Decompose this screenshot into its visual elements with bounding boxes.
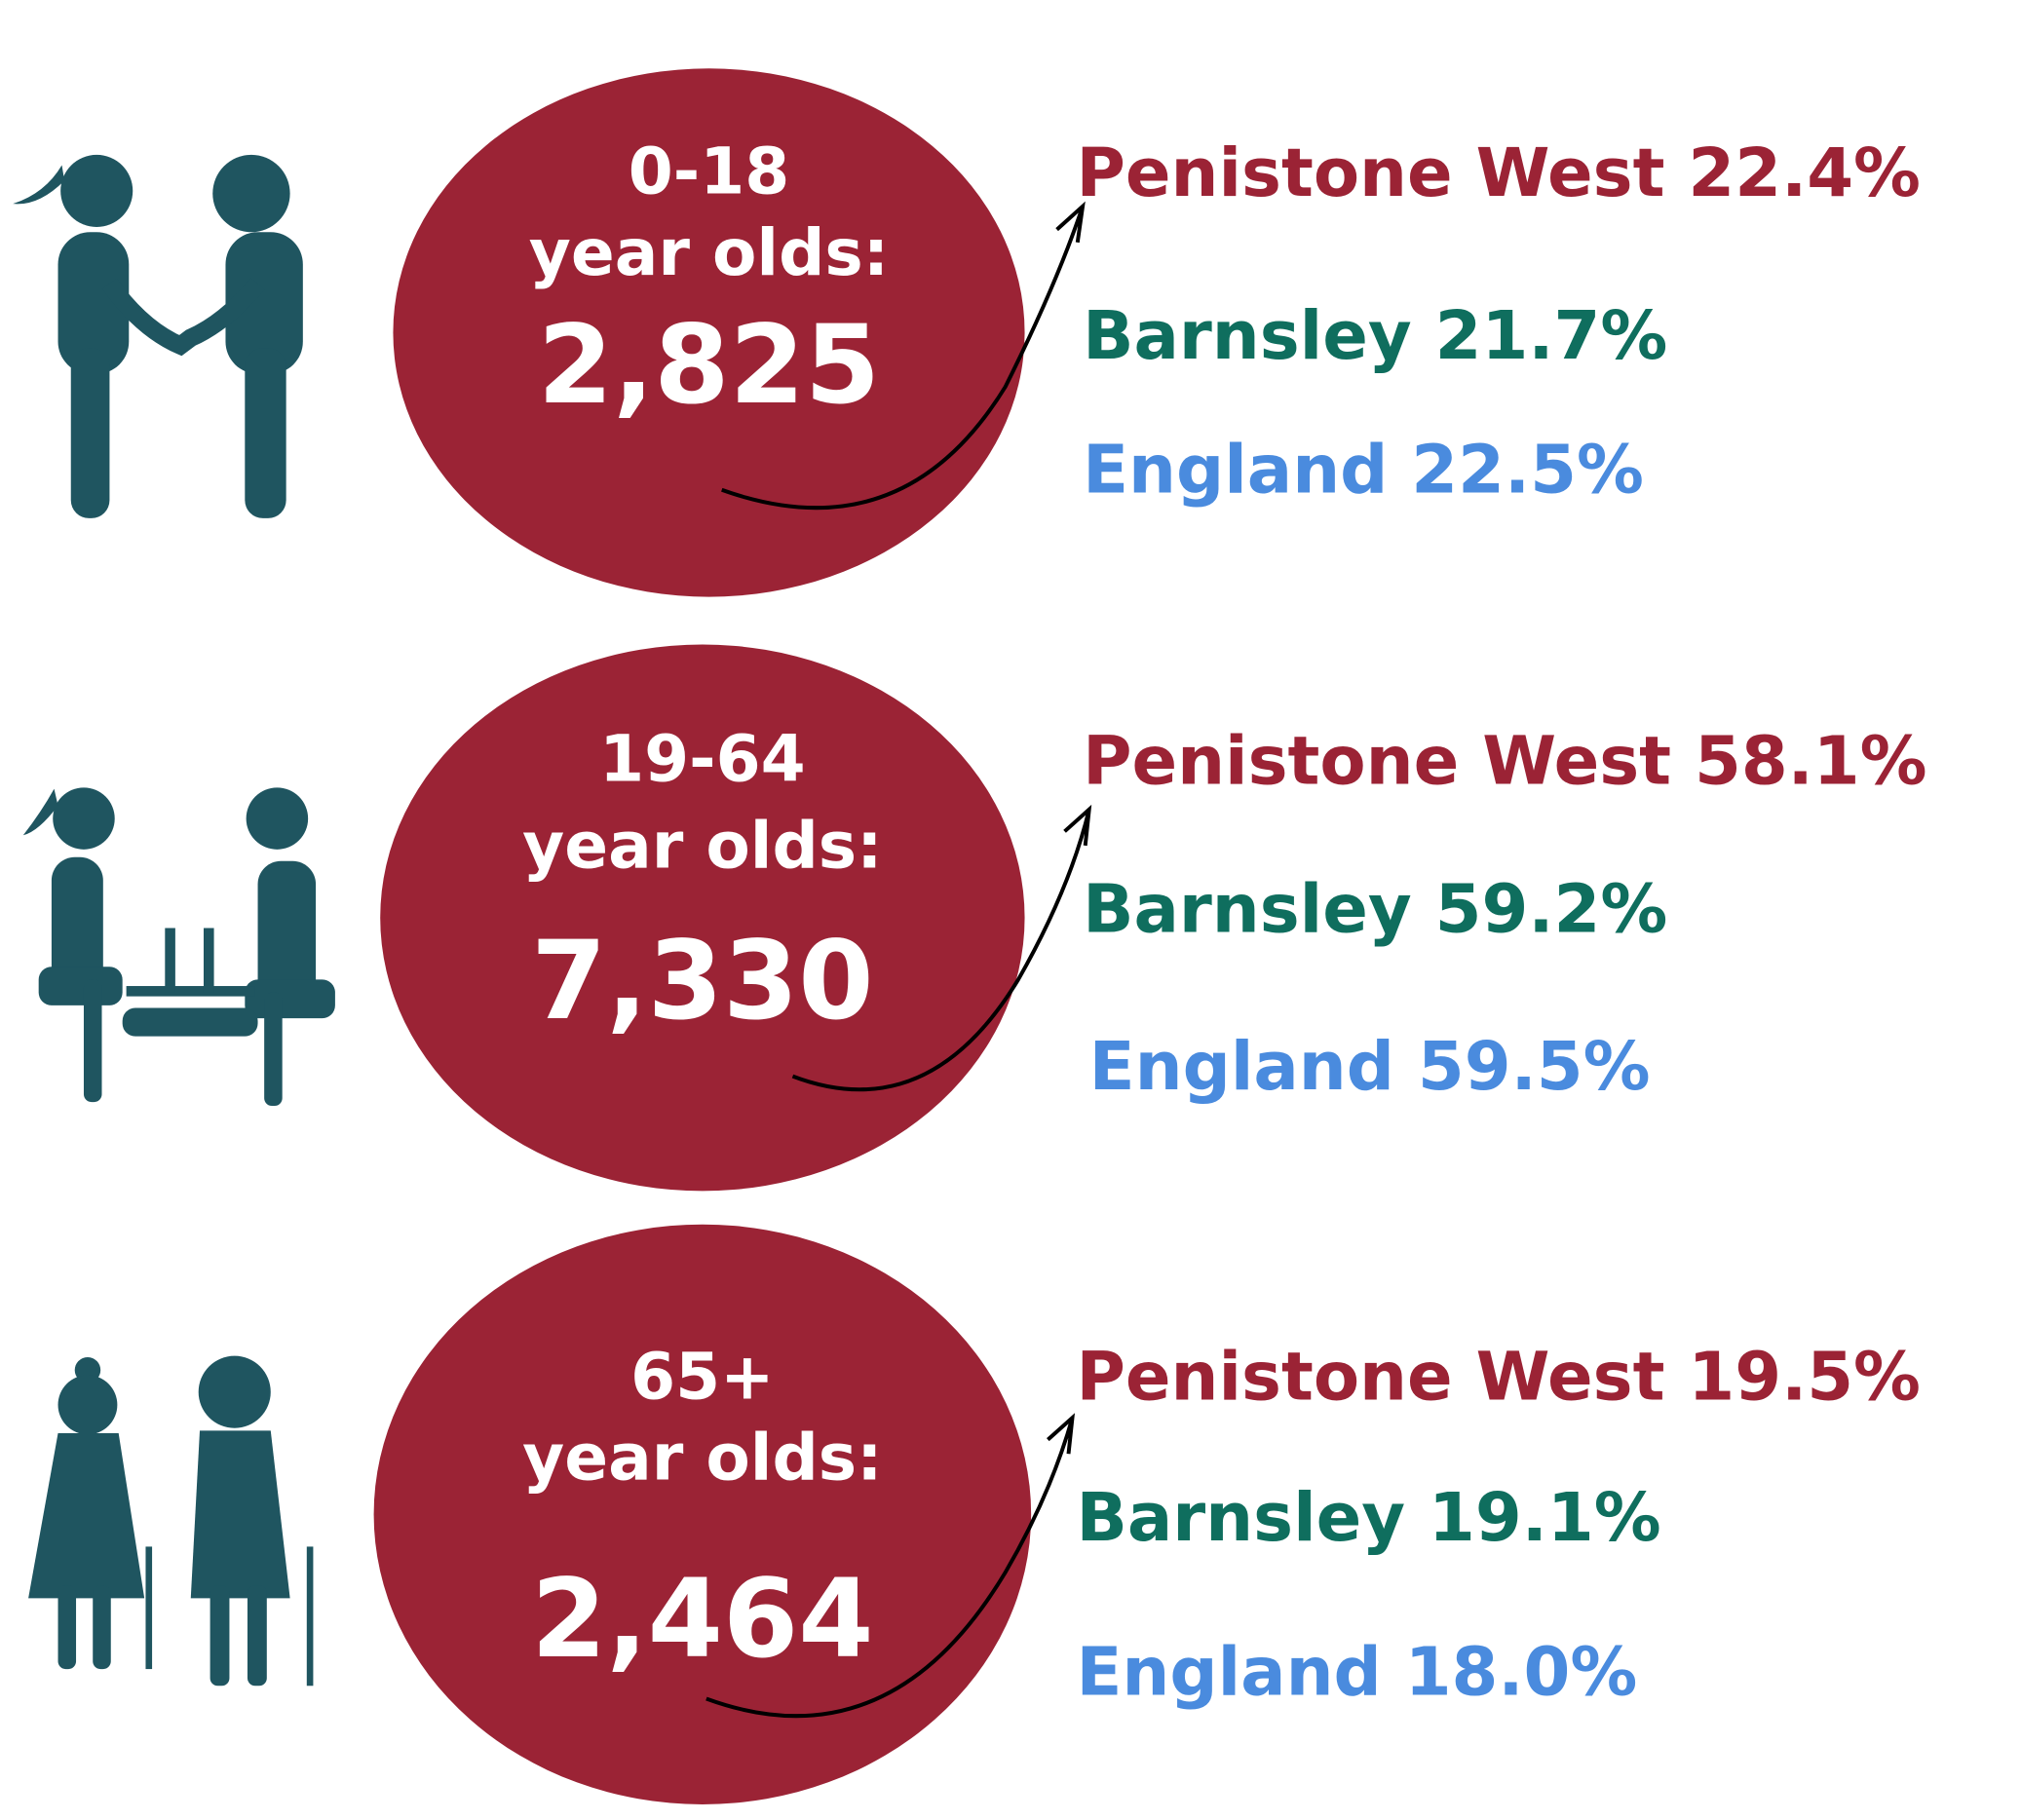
icon-children <box>13 154 303 518</box>
group-65-plus: 65+ year olds: 2,464 Penistone West 19.5… <box>28 1224 1921 1804</box>
arrow <box>705 1413 1076 1719</box>
stat: Penistone West 19.5% <box>1076 1339 1920 1417</box>
icon-adults <box>22 787 335 1107</box>
circle <box>393 68 1025 597</box>
age-label: 0-18 <box>629 134 789 209</box>
age-sublabel: year olds: <box>522 1421 882 1496</box>
stat: Barnsley 59.2% <box>1083 870 1667 948</box>
stat: Barnsley 19.1% <box>1076 1479 1660 1557</box>
age-sublabel: year olds: <box>529 215 889 290</box>
arrow <box>791 804 1092 1092</box>
arrow <box>721 201 1086 511</box>
age-label: 19-64 <box>599 722 805 797</box>
stat: Penistone West 22.4% <box>1076 134 1920 212</box>
count: 7,330 <box>531 919 873 1044</box>
circle <box>373 1224 1032 1804</box>
group-19-64: 19-64 year olds: 7,330 Penistone West 58… <box>22 644 1927 1192</box>
stat: England 22.5% <box>1083 431 1644 509</box>
count: 2,825 <box>538 303 880 429</box>
age-label: 65+ <box>630 1339 774 1414</box>
stat: Penistone West 58.1% <box>1083 722 1927 800</box>
icon-elderly <box>28 1355 314 1687</box>
stat: England 59.5% <box>1089 1028 1651 1106</box>
circle <box>380 644 1025 1192</box>
count: 2,464 <box>531 1557 873 1683</box>
age-sublabel: year olds: <box>522 808 882 883</box>
group-0-18: 0-18 year olds: 2,825 Penistone West 22.… <box>13 68 1921 597</box>
stat: Barnsley 21.7% <box>1083 297 1667 375</box>
stat: England 18.0% <box>1076 1634 1637 1712</box>
